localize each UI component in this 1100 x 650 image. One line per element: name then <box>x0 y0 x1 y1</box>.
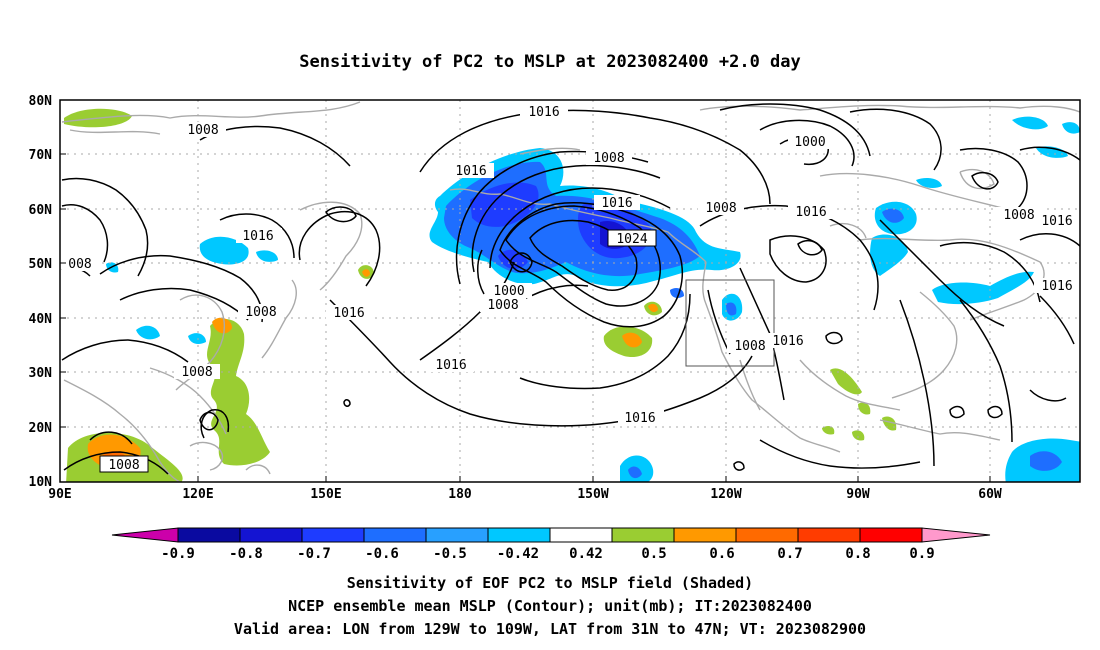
contour-label: 1016 <box>1041 214 1072 229</box>
contour-label: 1008 <box>187 123 218 138</box>
contour-label: 1016 <box>455 164 486 179</box>
lon-label: 90W <box>846 487 870 502</box>
colorbar-cell <box>487 527 551 543</box>
colorbar-cell <box>239 527 303 543</box>
contour-label: 1000 <box>493 284 524 299</box>
contour-label: 1016 <box>242 229 273 244</box>
colorbar-cell <box>301 527 365 543</box>
latitude-labels: 80N 70N 60N 50N 40N 30N 20N 10N <box>29 94 53 490</box>
contour-label: 1016 <box>624 411 655 426</box>
longitude-labels: 90E 120E 150E 180 150W 120W 90W 60W <box>48 487 1002 502</box>
colorbar-label: 0.42 <box>569 546 603 562</box>
contour-label: 1008 <box>705 201 736 216</box>
colorbar-cell <box>611 527 675 543</box>
colorbar-label: 0.5 <box>641 546 666 562</box>
contour-label: 1016 <box>528 105 559 120</box>
contour-label: 1008 <box>734 339 765 354</box>
lat-label: 40N <box>29 312 53 327</box>
colorbar-labels: -0.9 -0.8 -0.7 -0.6 -0.5 -0.42 0.42 0.5 … <box>161 546 935 562</box>
lat-label: 30N <box>29 366 53 381</box>
tick-marks <box>60 99 991 482</box>
colorbar <box>111 527 991 543</box>
contour-label: 1008 <box>108 458 139 473</box>
contour-label: 1008 <box>181 365 212 380</box>
contour-label: 1008 <box>593 151 624 166</box>
colorbar-label: -0.8 <box>229 546 263 562</box>
contour-label: 1016 <box>795 205 826 220</box>
contour-label-group: 1016 1008 1008 1000 1016 1016 1008 1016 … <box>62 104 1080 473</box>
contour-label: 1008 <box>245 305 276 320</box>
valid-area-box <box>685 279 775 367</box>
colorbar-label: 0.8 <box>845 546 870 562</box>
lat-label: 60N <box>29 203 53 218</box>
colorbar-cell <box>673 527 737 543</box>
lon-label: 150E <box>310 487 341 502</box>
colorbar-label: -0.5 <box>433 546 467 562</box>
colorbar-label: 0.7 <box>777 546 802 562</box>
lat-label: 80N <box>29 94 53 109</box>
contour-label: 1024 <box>616 232 647 247</box>
colorbar-cell <box>425 527 489 543</box>
caption-line: NCEP ensemble mean MSLP (Contour); unit(… <box>288 597 812 615</box>
contour-label: 1008 <box>1003 208 1034 223</box>
colorbar-cell <box>177 527 241 543</box>
colorbar-cell <box>549 527 613 543</box>
colorbar-label: -0.9 <box>161 546 195 562</box>
contour-label: 1016 <box>772 334 803 349</box>
contour-label: 1008 <box>487 298 518 313</box>
caption-line: Sensitivity of EOF PC2 to MSLP field (Sh… <box>347 574 753 592</box>
positive-shading <box>64 108 897 482</box>
contour-label: 1016 <box>601 196 632 211</box>
lat-label: 50N <box>29 257 53 272</box>
colorbar-label: 0.6 <box>709 546 734 562</box>
contour-label: 1000 <box>794 135 825 150</box>
colorbar-label: -0.7 <box>297 546 331 562</box>
lon-label: 150W <box>577 487 608 502</box>
lat-label: 10N <box>29 475 53 490</box>
lat-label: 70N <box>29 148 53 163</box>
contour-label: 008 <box>68 257 91 272</box>
lon-label: 120W <box>710 487 741 502</box>
map-border <box>59 99 1081 483</box>
caption-line: Valid area: LON from 129W to 109W, LAT f… <box>234 620 866 638</box>
lon-label: 180 <box>448 487 472 502</box>
lon-label: 120E <box>182 487 213 502</box>
colorbar-cell <box>735 527 799 543</box>
lon-label: 90E <box>48 487 71 502</box>
contour-label: 1016 <box>435 358 466 373</box>
chart-title: Sensitivity of PC2 to MSLP at 2023082400… <box>299 52 801 72</box>
colorbar-label: 0.9 <box>909 546 934 562</box>
contour-label: 1016 <box>333 306 364 321</box>
colorbar-cell <box>363 527 427 543</box>
lon-label: 60W <box>978 487 1002 502</box>
colorbar-left-arrow <box>111 527 179 543</box>
colorbar-cell <box>797 527 861 543</box>
contour-label: 1016 <box>1041 279 1072 294</box>
lat-label: 20N <box>29 421 53 436</box>
colorbar-label: -0.42 <box>497 546 539 562</box>
colorbar-right-arrow <box>921 527 991 543</box>
colorbar-cell <box>859 527 923 543</box>
colorbar-label: -0.6 <box>365 546 399 562</box>
